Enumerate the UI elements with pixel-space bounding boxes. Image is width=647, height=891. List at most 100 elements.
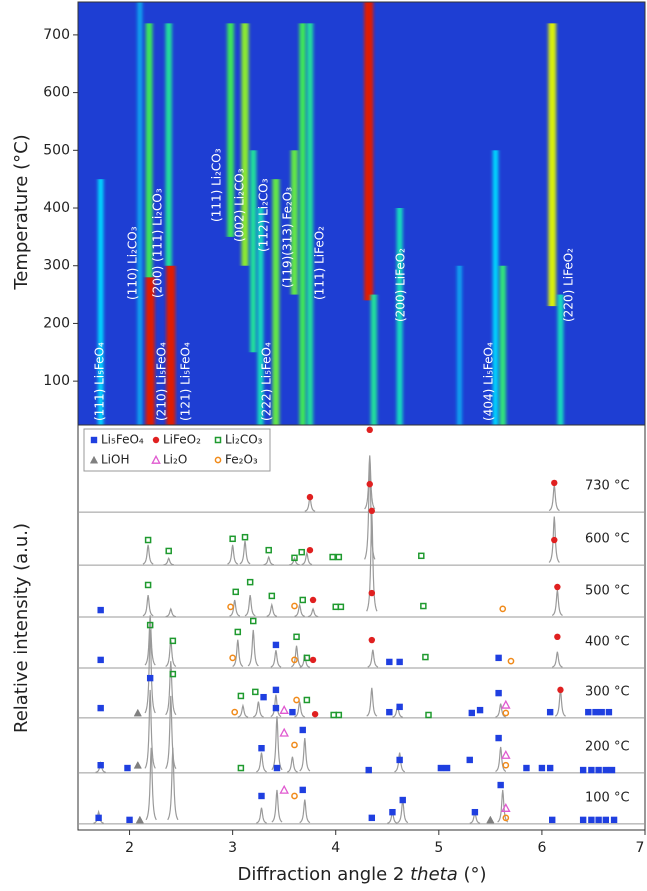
peak-annotation: (200) LiFeO₂ [394, 248, 408, 322]
diffraction-peak [229, 599, 241, 617]
diffraction-peak [237, 703, 249, 718]
phase-marker [237, 764, 245, 772]
heat-streak [492, 150, 499, 425]
phase-marker [501, 803, 511, 812]
phase-marker [303, 654, 311, 662]
diffraction-peak [364, 455, 376, 510]
phase-marker [337, 603, 345, 611]
phase-marker [279, 705, 289, 714]
phase-marker [422, 653, 429, 661]
legend-label: LiFeO₂ [163, 433, 201, 447]
diffraction-peak [291, 645, 302, 668]
heat-streak [364, 2, 374, 301]
phase-marker [227, 603, 234, 611]
phase-marker [471, 808, 479, 816]
temperature-label: 500 °C [585, 583, 630, 598]
phase-marker [293, 696, 300, 704]
phase-marker [291, 602, 298, 610]
peak-annotation: (111) Li₅FeO₄ [93, 342, 107, 421]
diffraction-peak [299, 738, 311, 772]
phase-marker [291, 554, 298, 562]
phase-marker [268, 592, 276, 600]
phase-marker [299, 596, 306, 604]
diffraction-peak [142, 544, 154, 565]
peak-annotation: (200) (111) Li₂CO₃ [151, 188, 165, 298]
phase-marker [289, 708, 296, 716]
xrd-stack: 730 °C 600 °C 500 °C 400 °C 300 °C 200 °C 100 … [78, 426, 645, 825]
phase-marker [366, 426, 373, 434]
phase-marker [466, 756, 473, 764]
y-tick-label: 700 [43, 27, 70, 43]
diffraction-peak [239, 540, 251, 565]
phase-marker [311, 710, 319, 718]
temperature-label: 100 °C [585, 790, 630, 805]
phase-marker [418, 552, 425, 560]
diffraction-peak [93, 809, 104, 824]
phase-marker [546, 764, 554, 772]
phase-marker [272, 704, 280, 712]
phase-marker [291, 792, 298, 800]
phase-marker [272, 686, 280, 694]
diffraction-peak [394, 752, 406, 773]
phase-marker [303, 696, 311, 704]
phase-marker [299, 726, 306, 734]
phase-marker [554, 583, 561, 591]
heat-streak [548, 23, 557, 307]
phase-marker [368, 636, 376, 644]
diffraction-peak [271, 789, 283, 823]
peak-annotation: (110) Li₂CO₃ [126, 226, 140, 300]
temperature-label: 400 °C [585, 635, 630, 650]
y-tick-label: 200 [43, 315, 70, 331]
diffraction-peak [367, 649, 379, 668]
legend-marker [214, 456, 222, 464]
diffraction-peak [165, 695, 177, 769]
phase-marker [368, 589, 376, 597]
phase-marker [260, 693, 267, 701]
heat-streak [370, 294, 377, 425]
heat-streak [257, 208, 264, 425]
x-tick-label: 7 [636, 840, 645, 856]
peak-annotation: (220) LiFeO₂ [562, 248, 576, 322]
phase-marker [396, 756, 403, 764]
heat-streak [145, 23, 153, 278]
phase-marker [592, 708, 599, 716]
phase-marker [272, 641, 280, 649]
x-axis-title-italic: theta [410, 864, 458, 885]
x-tick-label: 3 [228, 840, 237, 856]
y-tick-label: 500 [43, 142, 70, 158]
x-axis-title-text: Diffraction angle 2 [237, 864, 404, 885]
legend-box [83, 428, 271, 472]
phase-marker [502, 814, 510, 822]
heat-streak [557, 294, 564, 425]
phase-marker [365, 766, 372, 774]
x-axis-title-unit: (°) [463, 864, 486, 885]
heat-streak [299, 23, 307, 425]
diffraction-peak [366, 687, 378, 717]
phase-marker [399, 796, 406, 804]
phase-marker [97, 606, 104, 614]
phase-marker [523, 764, 530, 772]
y-tick-label: 300 [43, 258, 70, 274]
phase-marker [588, 816, 595, 824]
phase-marker [335, 711, 343, 719]
phase-marker [144, 536, 152, 544]
x-tick-label: 4 [331, 840, 340, 856]
peak-annotation: (112) Li₂CO₃ [257, 178, 271, 252]
heatmap-frame [77, 1, 646, 426]
phase-marker [549, 816, 556, 824]
phase-marker [165, 547, 172, 555]
phase-marker [366, 480, 373, 488]
legend-marker [214, 436, 222, 444]
heat-streak [145, 277, 155, 425]
legend-label: Li₂CO₃ [225, 433, 263, 447]
phase-marker [501, 699, 511, 709]
diffraction-peak [294, 602, 305, 617]
phase-marker [495, 654, 502, 662]
phase-marker [396, 703, 403, 711]
phase-marker [95, 814, 102, 822]
y-tick-label: 600 [43, 85, 70, 101]
phase-marker [250, 617, 257, 625]
phase-marker [298, 548, 305, 556]
phase-marker [144, 581, 152, 589]
